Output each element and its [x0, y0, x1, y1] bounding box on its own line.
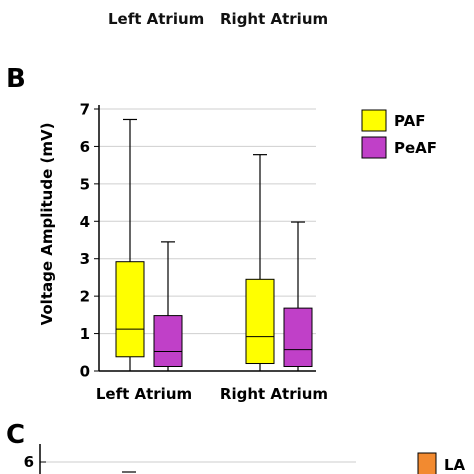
legend-swatch — [361, 109, 387, 132]
box-paf — [245, 278, 275, 365]
legend: PAF PeAF — [361, 109, 437, 159]
box-peaf — [153, 315, 183, 368]
top-category-label-left: Left Atrium — [108, 10, 205, 28]
top-category-label-right: Right Atrium — [220, 10, 329, 28]
panel-c-y-tick-6: 6 — [24, 453, 34, 471]
boxes — [115, 118, 313, 371]
panel-b-letter: B — [6, 64, 26, 94]
y-tick-label: 0 — [80, 363, 90, 381]
axes: 0 1 2 3 4 5 6 7 Left Atrium Right Atrium — [80, 101, 329, 404]
y-tick-label: 5 — [80, 175, 90, 193]
grid-lines — [99, 108, 316, 335]
y-tick-label: 1 — [80, 325, 90, 343]
y-tick-label: 4 — [80, 213, 90, 231]
panel-c-letter: C — [6, 420, 26, 450]
y-tick-label: 6 — [80, 138, 90, 156]
legend-label: PAF — [394, 112, 425, 130]
panel-c-legend-label-la: LA — [444, 456, 466, 474]
y-tick-label: 3 — [80, 250, 90, 268]
y-tick-label: 2 — [80, 288, 90, 306]
box-paf — [115, 261, 145, 358]
x-tick-label: Left Atrium — [96, 385, 192, 403]
panel-c-legend-swatch-la — [417, 452, 437, 474]
legend-label: PeAF — [394, 139, 437, 157]
x-tick-label: Right Atrium — [220, 385, 328, 403]
legend-swatch — [361, 136, 387, 159]
y-tick-label: 7 — [80, 101, 90, 119]
y-axis-label: Voltage Amplitude (mV) — [38, 123, 56, 326]
box-peaf — [283, 307, 313, 368]
